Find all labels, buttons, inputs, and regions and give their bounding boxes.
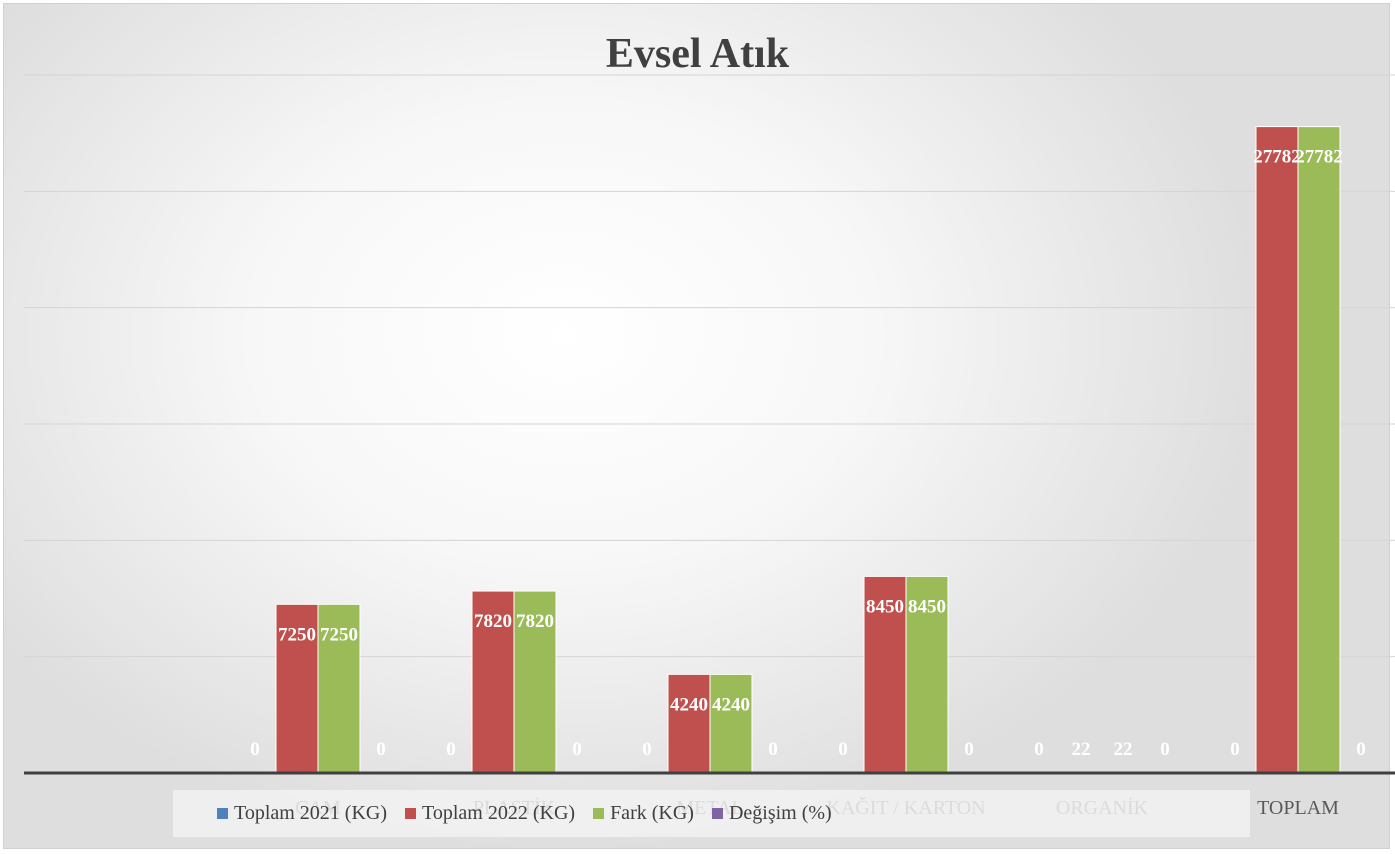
data-label: 0 <box>964 739 974 760</box>
data-label: 27782 <box>1253 147 1301 168</box>
legend-swatch <box>593 808 605 819</box>
data-label: 0 <box>376 739 386 760</box>
legend-item: Toplam 2022 (KG) <box>405 802 575 825</box>
legend-item: Toplam 2021 (KG) <box>217 802 387 825</box>
legend-swatch <box>711 808 723 819</box>
data-label: 4240 <box>670 694 708 715</box>
legend-item: Değişim (%) <box>711 802 832 825</box>
legend-label: Toplam 2022 (KG) <box>422 802 576 824</box>
data-label: 0 <box>572 739 582 760</box>
data-label: 0 <box>838 739 848 760</box>
bar <box>513 590 557 774</box>
data-label: 27782 <box>1295 147 1343 168</box>
bar <box>471 590 515 774</box>
bar <box>709 673 753 774</box>
data-label: 22 <box>1114 739 1133 760</box>
data-label: 0 <box>1034 739 1044 760</box>
legend-label: Değişim (%) <box>728 802 832 824</box>
data-label: 0 <box>1356 739 1366 760</box>
data-label: 0 <box>250 739 260 760</box>
bar <box>863 575 907 774</box>
legend-swatch <box>217 808 228 819</box>
data-label: 7250 <box>320 624 358 645</box>
bar <box>1255 126 1299 774</box>
chart-title: Evsel Atık <box>605 31 790 77</box>
legend-label: Toplam 2021 (KG) <box>234 802 388 824</box>
data-label: 8450 <box>866 596 904 617</box>
data-label: 0 <box>446 739 456 760</box>
data-label: 0 <box>642 739 652 760</box>
x-tick-label: TOPLAM <box>1257 797 1339 819</box>
bar <box>1297 126 1341 774</box>
data-label: 8450 <box>908 596 946 617</box>
data-label: 7250 <box>278 624 316 645</box>
data-label: 22 <box>1072 739 1091 760</box>
data-label: 0 <box>1230 739 1240 760</box>
bar <box>667 673 711 774</box>
legend-item: Fark (KG) <box>593 802 694 825</box>
data-label: 0 <box>1160 739 1170 760</box>
data-label: 7820 <box>474 611 512 632</box>
data-label: 4240 <box>712 694 750 715</box>
data-label: 0 <box>768 739 778 760</box>
legend-label: Fark (KG) <box>610 802 694 824</box>
legend: Toplam 2021 (KG) Toplam 2022 (KG) Fark (KG… <box>173 790 1250 837</box>
bar <box>905 575 949 774</box>
legend-swatch <box>405 808 417 819</box>
data-label: 7820 <box>516 611 554 632</box>
